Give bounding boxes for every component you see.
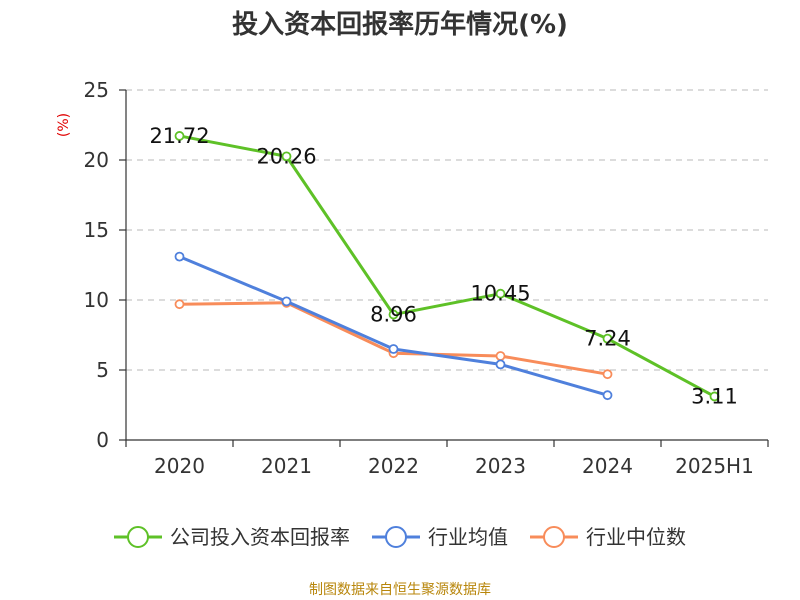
data-point <box>388 309 399 320</box>
data-point <box>174 251 185 262</box>
data-label: 10.45 <box>470 282 530 306</box>
y-tick-label: 10 <box>84 288 109 312</box>
data-point <box>602 369 613 380</box>
data-label: 8.96 <box>370 303 417 327</box>
data-point <box>281 151 292 162</box>
grid <box>126 89 768 371</box>
data-point <box>495 288 506 299</box>
legend-label: 行业中位数 <box>586 525 686 549</box>
y-tick-label: 20 <box>84 148 109 172</box>
series-line <box>179 134 716 398</box>
legend-item: 公司投入资本回报率 <box>114 525 350 549</box>
y-tick-label: 15 <box>84 218 109 242</box>
series <box>174 131 720 402</box>
data-label: 21.72 <box>149 124 209 148</box>
y-tick-label: 25 <box>84 78 109 102</box>
legend-marker <box>543 526 565 548</box>
data-point <box>495 359 506 370</box>
data-point <box>709 391 720 402</box>
data-point <box>602 333 613 344</box>
data-point <box>602 390 613 401</box>
data-point <box>174 299 185 310</box>
x-tick-label: 2025H1 <box>675 454 754 478</box>
legend-item: 行业均值 <box>372 525 508 549</box>
data-point <box>388 344 399 354</box>
data-point <box>281 296 292 307</box>
legend-label: 行业均值 <box>428 525 508 549</box>
y-tick-label: 5 <box>96 358 109 382</box>
source-note: 制图数据来自恒生聚源数据库 <box>309 582 491 598</box>
axes: 0 5 10 15 20 25 2020 2021 2022 2023 2024 2025H1 <box>84 78 769 478</box>
data-label: 7.24 <box>584 327 631 351</box>
x-tick-label: 2024 <box>582 454 633 478</box>
chart-title: 投入资本回报率历年情况(%) <box>232 9 568 40</box>
x-tick-label: 2021 <box>261 454 312 478</box>
data-labels: 21.72 20.26 8.96 10.45 7.24 3.11 <box>149 124 737 409</box>
x-tick-label: 2022 <box>368 454 419 478</box>
legend-marker <box>385 526 407 548</box>
data-point <box>495 351 506 361</box>
legend-item: 行业中位数 <box>530 525 686 549</box>
x-tick-label: 2023 <box>475 454 526 478</box>
legend-marker <box>127 526 149 548</box>
legend: 公司投入资本回报率 行业均值 行业中位数 <box>114 525 686 549</box>
y-axis-unit: (%) <box>56 113 72 137</box>
data-point <box>174 131 185 141</box>
data-label: 3.11 <box>691 384 738 408</box>
y-tick-label: 0 <box>96 428 109 452</box>
x-tick-label: 2020 <box>154 454 205 478</box>
legend-label: 公司投入资本回报率 <box>170 525 350 549</box>
data-label: 20.26 <box>256 144 316 168</box>
